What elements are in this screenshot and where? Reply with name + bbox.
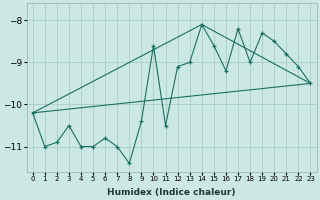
X-axis label: Humidex (Indice chaleur): Humidex (Indice chaleur) <box>107 188 236 197</box>
